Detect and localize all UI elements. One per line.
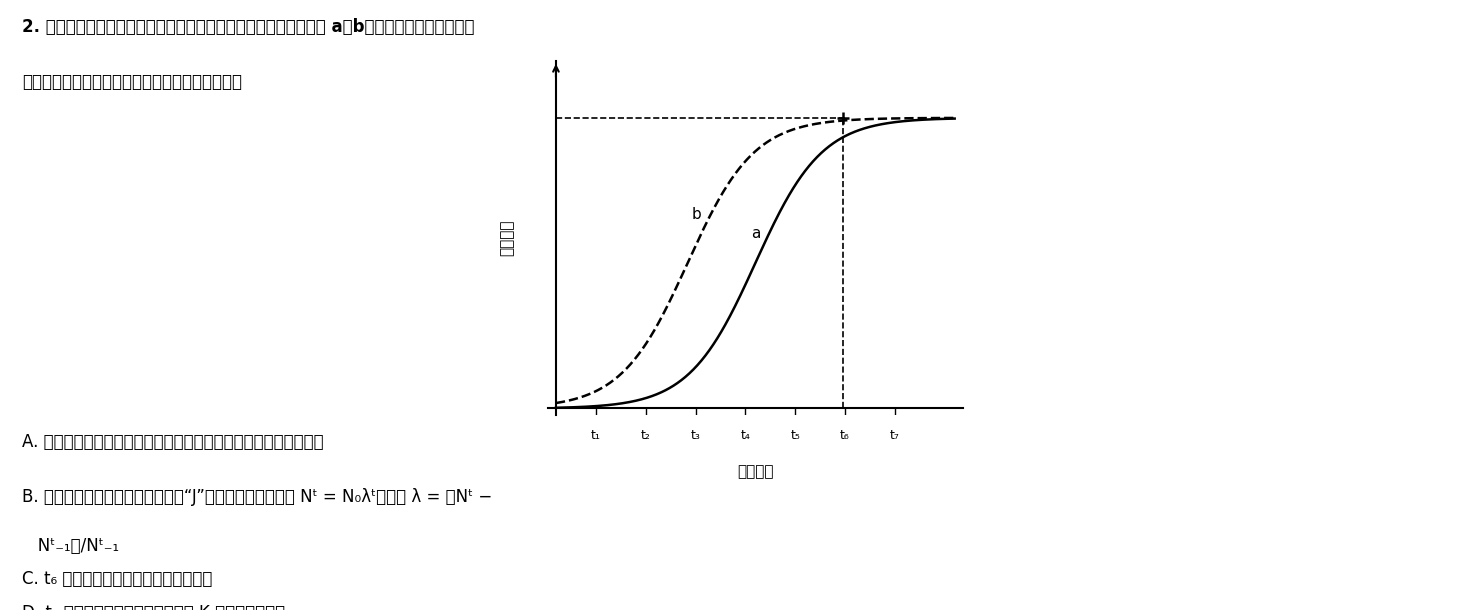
Text: t₂: t₂ bbox=[641, 429, 650, 442]
Text: t₁: t₁ bbox=[591, 429, 601, 442]
Text: a: a bbox=[751, 226, 761, 241]
Text: B. 培养初期酵母菌的数量变化类似“J”形增长，数学模型为 Nᵗ = N₀λᵗ，其中 λ = （Nᵗ −: B. 培养初期酵母菌的数量变化类似“J”形增长，数学模型为 Nᵗ = N₀λᵗ，… bbox=[22, 488, 493, 506]
Text: 2. 在两瓶完全相同的培养基中，分别接种等量的不同种类的酵母菌 a、b，通气培养并定时取样，: 2. 在两瓶完全相同的培养基中，分别接种等量的不同种类的酵母菌 a、b，通气培养… bbox=[22, 18, 475, 37]
Text: t₇: t₇ bbox=[890, 429, 900, 442]
Text: 细胞密度: 细胞密度 bbox=[499, 220, 514, 256]
Text: t₄: t₄ bbox=[740, 429, 751, 442]
Text: C. t₆ 时两培养瓶中营养物质剩余量不同: C. t₆ 时两培养瓶中营养物质剩余量不同 bbox=[22, 570, 213, 589]
Text: Nᵗ₋₁）/Nᵗ₋₁: Nᵗ₋₁）/Nᵗ₋₁ bbox=[22, 537, 120, 555]
Text: b: b bbox=[692, 207, 702, 222]
Text: 得到下图所示的生长曲线，下列相关描述正确的是: 得到下图所示的生长曲线，下列相关描述正确的是 bbox=[22, 73, 243, 92]
Text: t₆: t₆ bbox=[840, 429, 850, 442]
Text: A. 计数时为避免计入死亡菌体，可用台盼蓝染色后统计蓝色细胞数: A. 计数时为避免计入死亡菌体，可用台盼蓝染色后统计蓝色细胞数 bbox=[22, 433, 324, 451]
Text: 培养时间: 培养时间 bbox=[738, 464, 773, 479]
Text: D. t₆ 之后酵母菌数量会一直保持在 K 値附近上下波动: D. t₆ 之后酵母菌数量会一直保持在 K 値附近上下波动 bbox=[22, 604, 286, 610]
Text: t₅: t₅ bbox=[791, 429, 800, 442]
Text: t₃: t₃ bbox=[690, 429, 701, 442]
